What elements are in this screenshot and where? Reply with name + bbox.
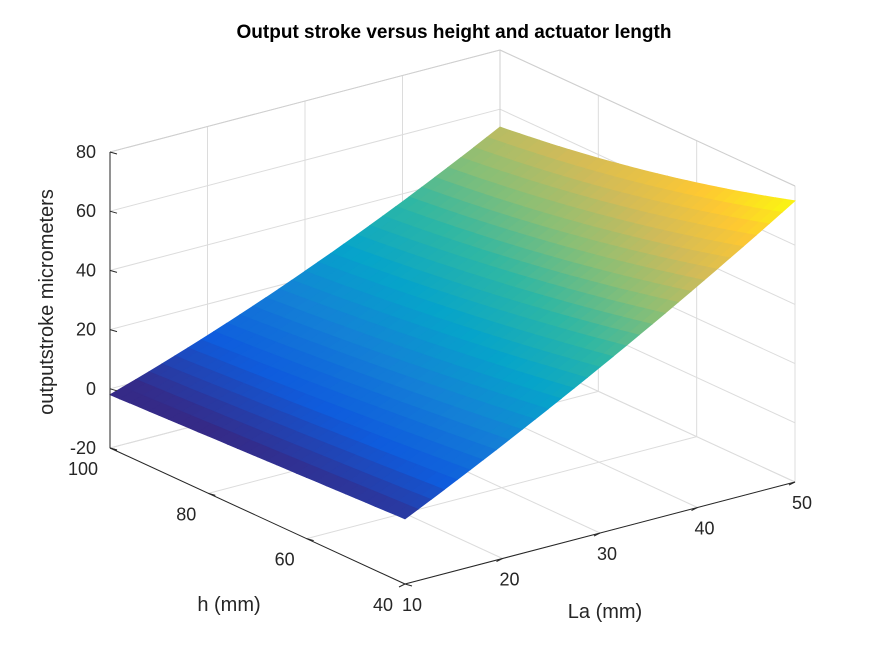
surface-patch <box>394 504 419 520</box>
x-tick-label: 50 <box>792 493 812 513</box>
z-tick-label: 0 <box>86 379 96 399</box>
tick-labels: 10 20 30 40 50 40 60 80 100-20 0 20 40 60 80 <box>68 142 812 615</box>
x-tick-label: 20 <box>499 570 519 590</box>
z-tick-label: 80 <box>76 142 96 162</box>
surface-plot <box>109 126 796 520</box>
x-tick-mark <box>691 507 698 511</box>
y-tick-mark <box>306 538 314 542</box>
z-tick-label: 40 <box>76 260 96 280</box>
axes-lines <box>109 151 796 588</box>
z-tick-mark <box>109 269 118 273</box>
z-tick-label: 20 <box>76 320 96 340</box>
box-edge <box>499 49 796 187</box>
chart-title: Output stroke versus height and actuator… <box>237 22 672 43</box>
y-tick-mark <box>404 583 413 587</box>
gridline <box>109 108 501 212</box>
z-tick-label: -20 <box>70 438 96 458</box>
x-axis-label: La (mm) <box>568 601 642 623</box>
z-tick-label: 60 <box>76 201 96 221</box>
x-tick-mark <box>788 481 796 486</box>
z-tick-mark <box>109 329 118 333</box>
box-edge <box>109 49 501 153</box>
gridline <box>306 436 697 540</box>
x-tick-label: 40 <box>694 519 714 539</box>
z-axis-label: outputstroke micrometers <box>36 189 58 415</box>
x-tick-label: 10 <box>402 595 422 615</box>
z-tick-mark <box>109 210 118 214</box>
y-axis-line <box>109 447 406 585</box>
x-tick-mark <box>496 558 503 562</box>
y-axis-label: h (mm) <box>197 594 260 616</box>
y-tick-label: 80 <box>176 504 196 524</box>
z-tick-mark <box>109 447 118 451</box>
y-tick-mark <box>208 492 216 496</box>
y-tick-label: 60 <box>275 550 295 570</box>
y-tick-label: 40 <box>373 595 393 615</box>
x-tick-mark <box>593 532 601 537</box>
y-tick-label: 100 <box>68 459 98 479</box>
z-tick-mark <box>109 388 118 392</box>
x-tick-label: 30 <box>597 544 617 564</box>
x-tick-mark <box>398 583 406 588</box>
z-tick-mark <box>109 151 118 155</box>
